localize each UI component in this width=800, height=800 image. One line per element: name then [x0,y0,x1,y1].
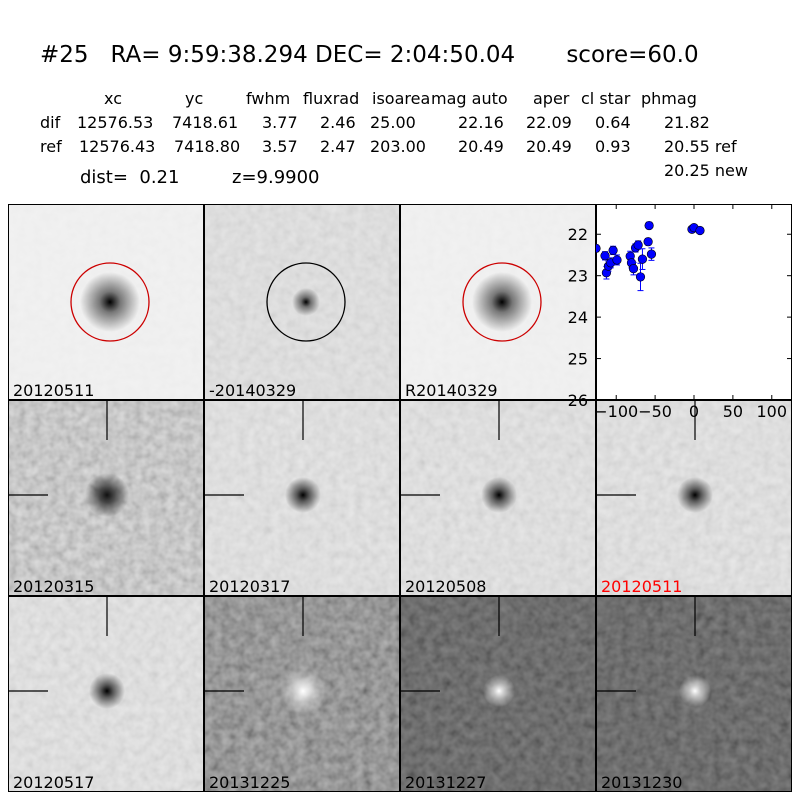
stamp-date-label: 20120511 [601,577,683,596]
data-point [608,245,618,256]
source-blob [281,669,325,713]
source-blob [677,477,713,513]
table-cell: 0.93 [595,137,631,156]
data-point [635,272,646,282]
image-stamp[interactable]: 20120511 [8,204,204,400]
table-cell: 3.57 [262,137,298,156]
image-stamp[interactable]: -20140329 [204,204,400,400]
image-stamp[interactable]: R20140329 [400,204,596,400]
table-cell: 22.09 [526,113,572,132]
table-cell: 2.46 [320,113,356,132]
x-tick-label: 100 [757,402,788,421]
table-cell: 22.16 [458,113,504,132]
aperture-circle [70,262,150,342]
table-cell: 7418.80 [174,137,241,156]
source-blob [89,673,125,709]
table-cell: 12576.53 [77,113,154,132]
column-header: yc [185,89,204,108]
data-point [596,243,601,253]
image-stamp[interactable]: 20120511 [596,400,792,596]
source-blob [483,675,515,707]
column-header: isoarea [372,89,431,108]
candidate-title: #25 RA= 9:59:38.294 DEC= 2:04:50.04 scor… [40,42,699,68]
image-stamp[interactable]: 20120315 [8,400,204,596]
image-stamp[interactable]: 20131225 [204,596,400,792]
stamp-date-label: -20140329 [209,381,297,400]
table-cell: 2.47 [320,137,356,156]
table-cell: 20.49 [526,137,572,156]
stamp-date-label: 20120317 [209,577,291,596]
column-header: fluxrad [303,89,360,108]
source-blob [481,477,517,513]
image-stamp[interactable]: 20120517 [8,596,204,792]
stamp-date-label: 20131230 [601,773,683,792]
data-point [637,254,648,264]
table-cell: 25.00 [370,113,416,132]
row-label: dif [40,113,61,132]
column-header: fwhm [246,89,291,108]
stamp-date-label: 20120315 [13,577,95,596]
x-tick-label: 0 [689,402,699,421]
data-point [600,251,610,261]
stamp-date-label: 20131227 [405,773,487,792]
table-cell: 3.77 [262,113,298,132]
column-header: xc [104,89,122,108]
data-point [633,240,643,250]
image-stamp[interactable]: 20131230 [596,596,792,792]
table-cell: 20.55 ref [664,137,737,156]
light-curve-svg: 22 23 24 25 26 −100 −50 0 50 100 [568,204,792,421]
dist-value: dist= 0.21 [80,167,180,188]
table-cell: 20.49 [458,137,504,156]
phmag-new: 20.25 new [664,161,748,180]
y-tick-label: 25 [568,350,588,369]
z-value: z=9.9900 [232,167,320,188]
table-cell: 0.64 [595,113,631,132]
table-cell: 21.82 [664,113,710,132]
y-tick-label: 26 [568,391,588,410]
data-point [644,220,654,231]
table-cell: 7418.61 [172,113,239,132]
source-blob [285,477,321,513]
data-point [695,225,705,236]
table-cell: 12576.43 [79,137,156,156]
row-label: ref [40,137,62,156]
stamp-date-label: 20120517 [13,773,95,792]
y-tick-label: 23 [568,267,588,286]
source-blob [292,288,320,316]
source-blob [80,272,140,332]
data-point [628,264,639,274]
source-blob [472,272,532,332]
image-stamp[interactable]: 20120508 [400,400,596,596]
aperture-circle [266,262,346,342]
column-header: mag auto [431,89,508,108]
x-tick-label: −100 [594,402,638,421]
stamp-date-label: R20140329 [405,381,498,400]
light-curve-plot [596,204,792,400]
x-tick-label: −50 [638,402,672,421]
x-tick-label: 50 [723,402,743,421]
image-stamp[interactable]: 20120317 [204,400,400,596]
stamp-date-label: 20120508 [405,577,487,596]
stamp-date-label: 20120511 [13,381,95,400]
y-tick-label: 22 [568,225,588,244]
data-point [646,249,657,259]
data-point [643,237,653,247]
column-header: cl star [581,89,631,108]
image-stamp[interactable]: 20131227 [400,596,596,792]
data-point [612,255,622,265]
table-cell: 203.00 [370,137,426,156]
stamp-date-label: 20131225 [209,773,291,792]
y-tick-label: 24 [568,308,588,327]
column-header: aper [533,89,570,108]
source-blob [85,473,129,517]
source-blob [679,675,711,707]
column-header: phmag [641,89,697,108]
aperture-circle [462,262,542,342]
